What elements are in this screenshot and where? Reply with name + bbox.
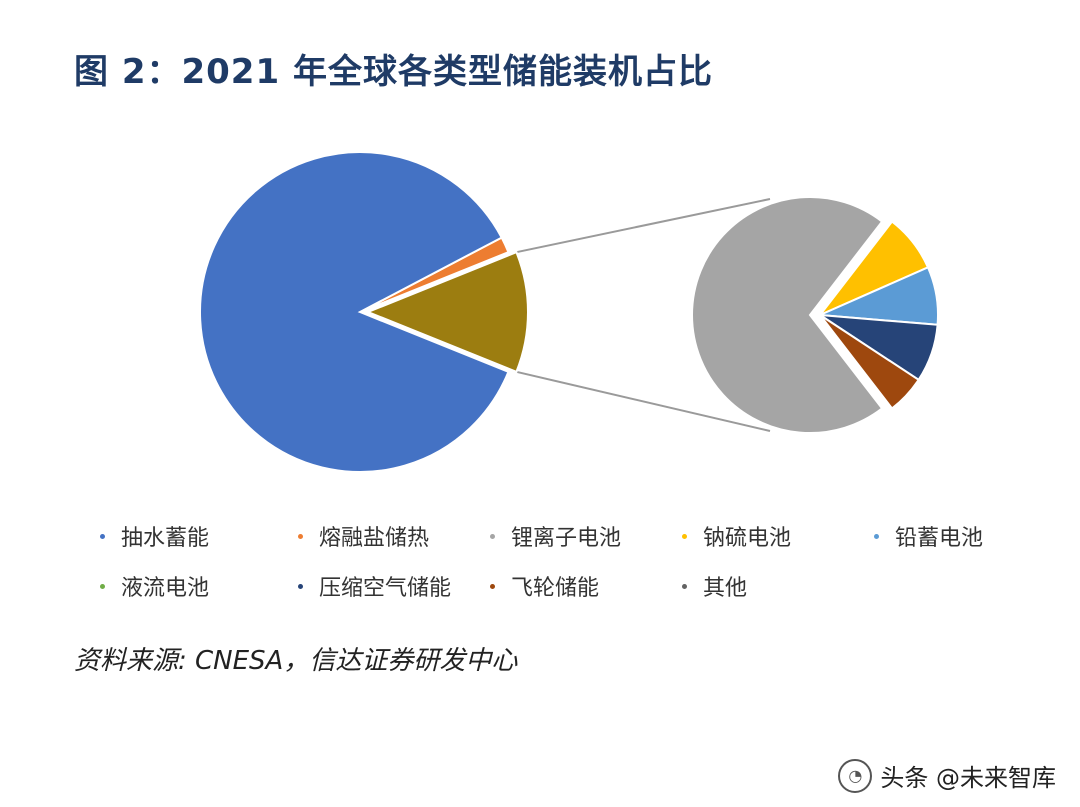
legend-label: 抽水蓄能 [121,526,210,551]
legend: 抽水蓄能 熔融盐储热 锂离子电池 钠硫电池 铅蓄电池 液流电池 压缩空气储能 [100,520,1060,620]
legend-marker [490,583,495,589]
legend-label: 其他 [703,576,748,601]
legend-label: 锂离子电池 [511,526,622,551]
legend-item-lead-acid: 铅蓄电池 [874,520,983,552]
legend-marker [100,533,105,539]
legend-label: 压缩空气储能 [319,576,452,601]
legend-label: 钠硫电池 [703,526,792,551]
legend-marker [298,583,303,589]
legend-item-other: 其他 [682,570,747,602]
legend-label: 铅蓄电池 [895,526,984,551]
connector-line-top [516,198,771,254]
legend-item-pumped-hydro: 抽水蓄能 [100,520,209,552]
source-note: 资料来源: CNESA，信达证券研发中心 [74,646,518,676]
legend-label: 飞轮储能 [511,576,600,601]
slice-flywheel [819,314,920,410]
slice-lithium-ion [691,196,884,434]
slice-pumped-hydro [199,151,510,473]
legend-row-2: 液流电池 压缩空气储能 飞轮储能 其他 [100,570,1060,620]
legend-marker [874,533,879,539]
legend-marker [490,533,495,539]
legend-item-flow-battery: 液流电池 [100,570,209,602]
legend-label: 液流电池 [121,576,210,601]
connector-lines [516,198,771,432]
watermark-text: 头条 @未来智库 [880,764,1056,792]
legend-marker [100,583,105,589]
pie-of-pie-chart [199,151,939,473]
secondary-pie [691,196,939,434]
legend-item-compressed-air: 压缩空气储能 [298,570,451,602]
legend-item-flywheel: 飞轮储能 [490,570,599,602]
wechat-icon: ◔ [838,758,873,793]
legend-label: 熔融盐储热 [319,526,430,551]
figure-title: 图 2：2021 年全球各类型储能装机占比 [74,52,713,92]
legend-row-1: 抽水蓄能 熔融盐储热 锂离子电池 钠硫电池 铅蓄电池 [100,520,1060,570]
watermark: ◔ 头条 @未来智库 [838,758,1056,793]
legend-marker [682,533,687,539]
connector-line-bottom [516,370,771,432]
legend-item-molten-salt: 熔融盐储热 [298,520,429,552]
main-pie [199,151,529,473]
legend-marker [298,533,303,539]
legend-marker [682,583,687,589]
legend-item-lithium-ion: 锂离子电池 [490,520,621,552]
slice-expanded-other [365,250,529,374]
legend-item-sodium-sulfur: 钠硫电池 [682,520,791,552]
